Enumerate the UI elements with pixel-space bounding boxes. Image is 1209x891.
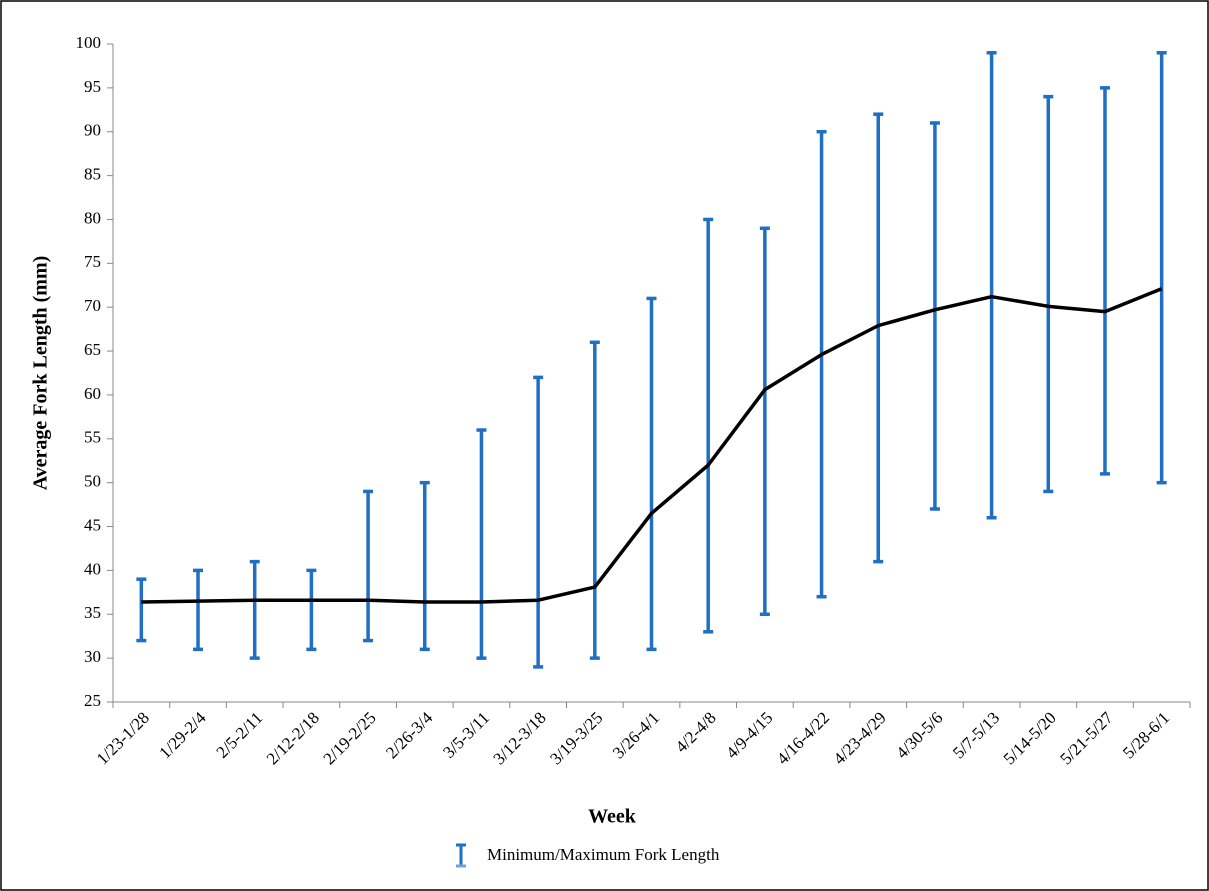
y-tick-label: 40: [84, 559, 101, 578]
error-bar: [193, 568, 204, 652]
y-tick-label: 70: [84, 296, 101, 315]
y-tick-label: 75: [84, 252, 101, 271]
error-bar: [136, 577, 147, 643]
error-bar: [533, 375, 544, 669]
error-bar: [1156, 51, 1167, 485]
y-tick-label: 90: [84, 121, 101, 140]
y-tick-label: 85: [84, 165, 101, 184]
error-bar: [759, 226, 770, 617]
error-bar: [476, 428, 487, 660]
y-tick-label: 60: [84, 384, 101, 403]
y-tick-label: 80: [84, 208, 101, 227]
y-axis-title: Average Fork Length (mm): [30, 256, 52, 491]
x-axis-title: Week: [588, 806, 637, 828]
y-tick-label: 95: [84, 77, 101, 96]
line: [141, 287, 1163, 604]
error-bar: [1043, 94, 1054, 494]
y-tick-label: 50: [84, 472, 101, 491]
y-tick-label: 100: [76, 33, 102, 52]
y-tick-label: 45: [84, 515, 101, 534]
error-bar: [1099, 86, 1110, 476]
y-tick-label: 35: [84, 603, 101, 622]
error-bar: [419, 480, 430, 652]
error-bar: [873, 112, 884, 564]
y-tick-label: 65: [84, 340, 101, 359]
legend-label: Minimum/Maximum Fork Length: [487, 845, 720, 864]
error-bar: [363, 489, 374, 643]
legend: Minimum/Maximum Fork Length: [456, 843, 720, 868]
error-bar: [816, 129, 827, 599]
error-bar: [589, 340, 600, 660]
error-bar: [929, 121, 940, 511]
error-bar: [646, 296, 657, 652]
error-bar: [306, 568, 317, 652]
y-tick-label: 30: [84, 647, 101, 666]
error-bar: [986, 51, 997, 520]
y-tick-label: 55: [84, 428, 101, 447]
error-bar: [249, 559, 260, 660]
error-bar: [703, 217, 714, 634]
y-tick-label: 25: [84, 691, 101, 710]
